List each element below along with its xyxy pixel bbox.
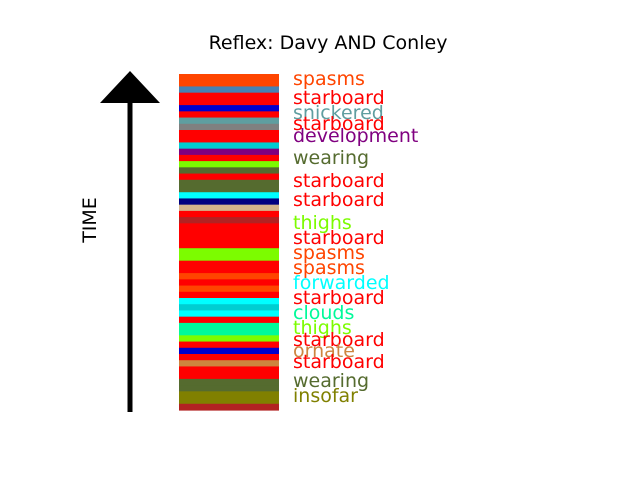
chart-title: Reflex: Davy AND Conley bbox=[209, 32, 448, 54]
time-axis-arrow bbox=[100, 71, 160, 412]
word-label-18: starboard bbox=[293, 351, 385, 373]
stripe-34 bbox=[179, 285, 279, 293]
word-label-4: development bbox=[293, 125, 418, 147]
stripe-9 bbox=[179, 130, 279, 137]
stripe-7 bbox=[179, 117, 279, 125]
stripe-21 bbox=[179, 204, 279, 212]
stripe-13 bbox=[179, 154, 279, 162]
stripe-27 bbox=[179, 242, 279, 249]
stripe-22 bbox=[179, 210, 279, 218]
stripe-50 bbox=[179, 385, 279, 392]
word-label-20: insofar bbox=[293, 385, 358, 407]
stripe-15 bbox=[179, 167, 279, 175]
stripe-46 bbox=[179, 360, 279, 368]
stripe-5 bbox=[179, 105, 279, 112]
word-label-0: spasms bbox=[293, 68, 365, 90]
stripe-19 bbox=[179, 192, 279, 200]
stripe-25 bbox=[179, 229, 279, 237]
word-label-19: wearing bbox=[293, 370, 369, 392]
stripe-30 bbox=[179, 260, 279, 268]
word-label-9: starboard bbox=[293, 227, 385, 249]
word-label-1: starboard bbox=[293, 87, 385, 109]
stripe-51 bbox=[179, 391, 279, 399]
stripe-26 bbox=[179, 235, 279, 243]
word-label-14: clouds bbox=[293, 302, 354, 324]
stripe-48 bbox=[179, 372, 279, 380]
stripe-42 bbox=[179, 335, 279, 343]
stripe-32 bbox=[179, 273, 279, 280]
word-label-17: ornate bbox=[293, 340, 355, 362]
stripe-17 bbox=[179, 179, 279, 187]
word-label-11: spasms bbox=[293, 257, 365, 279]
stripe-45 bbox=[179, 354, 279, 361]
stripe-49 bbox=[179, 378, 279, 386]
stripe-44 bbox=[179, 347, 279, 355]
stripe-36 bbox=[179, 298, 279, 305]
stripe-52 bbox=[179, 397, 279, 405]
stripe-0 bbox=[179, 74, 279, 81]
stripe-6 bbox=[179, 111, 279, 119]
word-label-10: spasms bbox=[293, 242, 365, 264]
word-label-8: thighs bbox=[293, 212, 352, 234]
stripe-24 bbox=[179, 223, 279, 231]
stripe-8 bbox=[179, 123, 279, 131]
word-label-6: starboard bbox=[293, 170, 385, 192]
y-axis-label: TIME bbox=[79, 197, 101, 244]
stripe-31 bbox=[179, 266, 279, 274]
stripe-18 bbox=[179, 186, 279, 193]
word-label-12: forwarded bbox=[293, 272, 390, 294]
stripe-47 bbox=[179, 366, 279, 374]
word-labels: spasmsstarboardsnickeredstarboarddevelop… bbox=[293, 68, 418, 407]
word-label-13: starboard bbox=[293, 287, 385, 309]
stripe-11 bbox=[179, 142, 279, 150]
word-label-15: thighs bbox=[293, 317, 352, 339]
stripe-1 bbox=[179, 80, 279, 88]
stripe-4 bbox=[179, 98, 279, 106]
color-stripes bbox=[179, 74, 279, 411]
word-label-7: starboard bbox=[293, 189, 385, 211]
stripe-2 bbox=[179, 86, 279, 94]
stripe-23 bbox=[179, 217, 279, 224]
stripe-53 bbox=[179, 403, 279, 411]
stripe-40 bbox=[179, 322, 279, 330]
word-label-16: starboard bbox=[293, 329, 385, 351]
stripe-43 bbox=[179, 341, 279, 349]
stripe-14 bbox=[179, 161, 279, 168]
stripe-10 bbox=[179, 136, 279, 144]
stripe-20 bbox=[179, 198, 279, 206]
stripe-3 bbox=[179, 92, 279, 100]
stripe-29 bbox=[179, 254, 279, 262]
word-label-5: wearing bbox=[293, 147, 369, 169]
word-label-3: starboard bbox=[293, 113, 385, 135]
time-arrow-head-icon bbox=[100, 71, 160, 103]
stripe-35 bbox=[179, 291, 279, 299]
stripe-28 bbox=[179, 248, 279, 256]
stripe-38 bbox=[179, 310, 279, 318]
word-label-2: snickered bbox=[293, 102, 384, 124]
stripe-12 bbox=[179, 148, 279, 156]
stripe-33 bbox=[179, 279, 279, 287]
stripe-16 bbox=[179, 173, 279, 181]
stripe-41 bbox=[179, 329, 279, 336]
stripe-39 bbox=[179, 316, 279, 324]
stripe-37 bbox=[179, 304, 279, 312]
